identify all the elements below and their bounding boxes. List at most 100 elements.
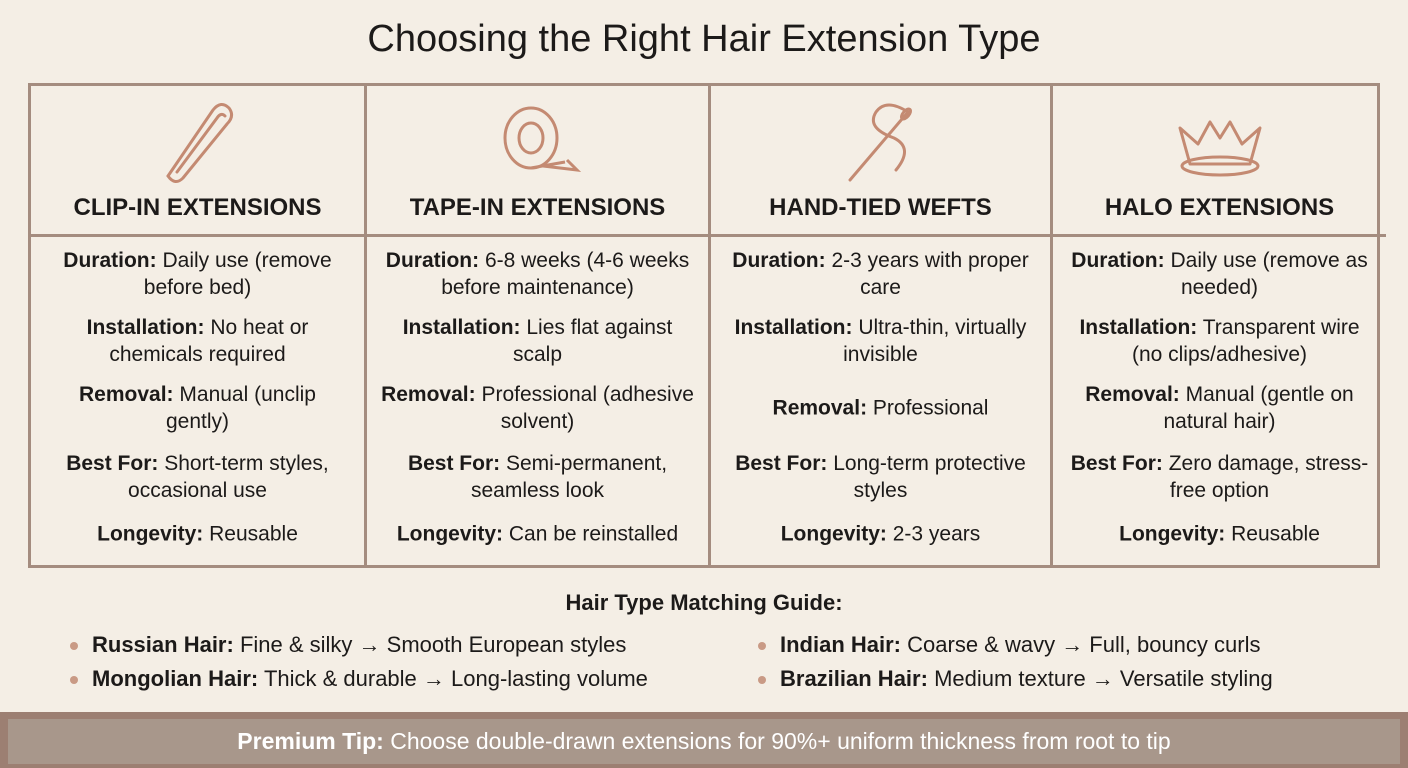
detail-row: Duration: Daily use (remove as needed)	[1067, 247, 1372, 301]
row-text: No heat or chemicals required	[109, 316, 309, 366]
row-label: Longevity:	[1119, 522, 1226, 546]
icon-graphic	[165, 103, 233, 183]
icon	[1170, 98, 1270, 193]
row-label: Removal:	[1085, 383, 1180, 406]
comparison-table: CLIP-IN EXTENSIONS Duration: Daily use (r…	[28, 83, 1386, 568]
icon-graphic	[848, 103, 912, 182]
guide-text: Coarse & wavy → Full, bouncy curls	[907, 632, 1261, 657]
guide-title: Hair Type Matching Guide:	[565, 590, 843, 615]
row-label: Duration:	[385, 249, 480, 272]
row-text: Ultra-thin, virtually invisible	[843, 316, 1027, 366]
tip: Premium Tip: Choose double-drawn extensi…	[8, 719, 1400, 764]
guide-list: Russian Hair: Fine & silky → Smooth Euro…	[70, 632, 1370, 692]
tip-text: Choose double-drawn extensions for 90%+ …	[390, 728, 1171, 754]
row-label: Removal:	[79, 383, 174, 406]
guide-label: Indian Hair:	[780, 632, 902, 657]
tip-bar: Premium Tip: Choose double-drawn extensi…	[0, 712, 1408, 768]
row-text: Can be reinstalled	[508, 522, 679, 546]
icon-graphic	[503, 106, 581, 172]
detail-row: Installation: Transparent wire (no clips…	[1067, 314, 1372, 368]
tip-label: Premium Tip:	[237, 728, 384, 754]
row-text: Transparent wire (no clips/adhesive)	[1131, 316, 1360, 366]
detail-row: Longevity: Can be reinstalled	[381, 521, 694, 548]
detail-row: Duration: 2-3 years with proper care	[725, 247, 1036, 301]
guide-label: Brazilian Hair:	[780, 666, 928, 691]
row-text: Daily use (remove before bed)	[143, 249, 332, 299]
detail-row: Best For: Long-term protective styles	[725, 450, 1036, 504]
row-label: Installation:	[402, 316, 521, 339]
column: HALO EXTENSIONS Duration: Daily use (remo…	[1050, 86, 1386, 565]
detail-row: Removal: Professional (adhesive solvent)	[381, 381, 694, 435]
detail-row: Best For: Zero damage, stress-free optio…	[1067, 450, 1372, 504]
guide-item: Brazilian Hair: Medium texture → Versati…	[758, 666, 1358, 692]
row-text: Semi-permanent, seamless look	[470, 452, 668, 502]
column-heading: CLIP-IN EXTENSIONS	[73, 194, 322, 221]
icon-graphic	[1178, 120, 1261, 177]
row-label: Longevity:	[97, 522, 204, 546]
divider	[367, 234, 708, 237]
row-text: 2-3 years with proper care	[831, 249, 1029, 299]
row-text: Zero damage, stress-free option	[1168, 452, 1369, 502]
detail-row: Removal: Professional	[725, 395, 1036, 422]
guide-text: Fine & silky → Smooth European styles	[239, 632, 627, 657]
guide-text: Thick & durable → Long-lasting volume	[263, 666, 648, 691]
icon	[153, 98, 243, 193]
detail-row: Duration: 6-8 weeks (4-6 weeks before ma…	[381, 247, 694, 301]
row-label: Duration:	[1071, 249, 1165, 272]
row-label: Removal:	[772, 396, 868, 420]
divider	[31, 234, 364, 237]
row-label: Best For:	[735, 452, 828, 475]
row-label: Duration:	[63, 249, 157, 272]
row-text: Manual (unclip gently)	[165, 383, 316, 433]
detail-row: Removal: Manual (unclip gently)	[45, 381, 350, 435]
row-text: Short-term styles, occasional use	[128, 452, 329, 502]
divider	[1053, 234, 1386, 237]
column: TAPE-IN EXTENSIONS Duration: 6-8 weeks (4…	[364, 86, 708, 565]
column-heading: TAPE-IN EXTENSIONS	[409, 194, 666, 221]
row-label: Best For:	[407, 452, 501, 475]
detail-row: Duration: Daily use (remove before bed)	[45, 247, 350, 301]
detail-row: Best For: Semi-permanent, seamless look	[381, 450, 694, 504]
guide-item: Mongolian Hair: Thick & durable → Long-l…	[70, 666, 758, 692]
row-text: Manual (gentle on natural hair)	[1163, 383, 1354, 433]
row-text: Lies flat against scalp	[512, 316, 673, 366]
row-label: Best For:	[66, 452, 159, 475]
row-text: 6-8 weeks (4-6 weeks before maintenance)	[441, 249, 690, 299]
detail-row: Longevity: Reusable	[1067, 521, 1372, 548]
guide-item: Russian Hair: Fine & silky → Smooth Euro…	[70, 632, 758, 658]
row-label: Duration:	[732, 249, 826, 272]
row-text: Professional	[872, 396, 989, 420]
detail-row: Installation: No heat or chemicals requi…	[45, 314, 350, 368]
detail-row: Installation: Ultra-thin, virtually invi…	[725, 314, 1036, 368]
guide-label: Mongolian Hair:	[92, 666, 259, 691]
icon	[493, 98, 583, 193]
guide-item: Indian Hair: Coarse & wavy → Full, bounc…	[758, 632, 1358, 658]
column-heading: HALO EXTENSIONS	[1104, 194, 1335, 221]
row-text: Professional (adhesive solvent)	[481, 383, 694, 433]
row-label: Installation:	[86, 316, 205, 339]
detail-row: Installation: Lies flat against scalp	[381, 314, 694, 368]
row-label: Longevity:	[396, 522, 504, 546]
detail-row: Longevity: Reusable	[45, 521, 350, 548]
row-label: Removal:	[381, 383, 476, 406]
row-text: Reusable	[209, 522, 298, 546]
title: Choosing the Right Hair Extension Type	[367, 18, 1041, 60]
detail-row: Best For: Short-term styles, occasional …	[45, 450, 350, 504]
detail-row: Longevity: 2-3 years	[725, 521, 1036, 548]
icon	[836, 98, 926, 193]
guide-text: Medium texture → Versatile styling	[934, 666, 1273, 691]
row-text: Long-term protective styles	[833, 452, 1026, 502]
row-label: Longevity:	[780, 522, 887, 546]
row-text: Daily use (remove as needed)	[1170, 249, 1368, 299]
row-text: 2-3 years	[892, 522, 981, 546]
row-text: Reusable	[1231, 522, 1320, 546]
row-label: Installation:	[1079, 316, 1198, 339]
detail-row: Removal: Manual (gentle on natural hair)	[1067, 381, 1372, 435]
divider	[711, 234, 1050, 237]
row-label: Installation:	[734, 316, 853, 339]
row-label: Best For:	[1070, 452, 1163, 475]
column-heading: HAND-TIED WEFTS	[769, 194, 992, 221]
guide-label: Russian Hair:	[92, 632, 234, 657]
column: HAND-TIED WEFTS Duration: 2-3 years with …	[708, 86, 1050, 565]
